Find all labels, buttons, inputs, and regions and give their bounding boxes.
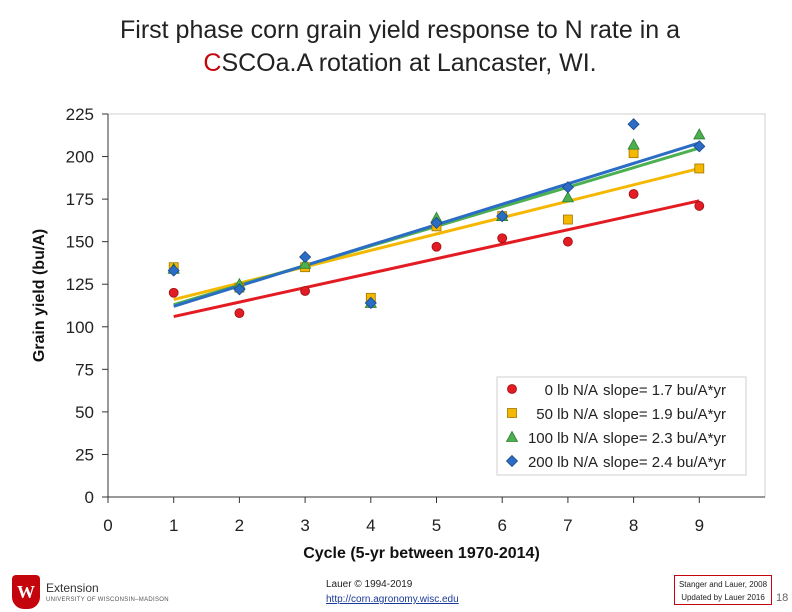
legend-slope-label: slope= 2.3 bu/A*yr xyxy=(603,430,726,447)
credit-copyright: Lauer © 1994-2019 xyxy=(326,579,413,590)
legend-series-name: 200 lb N/A xyxy=(528,454,598,471)
data-point xyxy=(563,214,573,225)
x-axis-title: Cycle (5-yr between 1970-2014) xyxy=(303,545,540,562)
logo-word: Extension xyxy=(46,581,99,595)
data-point xyxy=(627,138,640,150)
data-point xyxy=(693,140,706,153)
data-point xyxy=(300,286,311,296)
data-point xyxy=(233,283,246,296)
y-tick-label: 175 xyxy=(66,190,94,209)
data-point xyxy=(298,257,312,269)
uw-crest-icon: W xyxy=(12,575,40,609)
y-tick-label: 200 xyxy=(66,148,94,167)
citation-line-2: Updated by Lauer 2016 xyxy=(681,593,765,602)
data-point xyxy=(430,216,443,230)
data-point xyxy=(693,128,706,140)
data-point xyxy=(561,181,574,194)
x-tick-label: 7 xyxy=(563,516,572,535)
y-tick-label: 75 xyxy=(75,360,94,379)
data-point xyxy=(234,308,245,319)
y-tick-label: 225 xyxy=(66,105,94,124)
x-tick-label: 8 xyxy=(629,516,638,535)
yield-chart: 0 25 50 75 100 125 150 175 200 225 0 1 2 3 4 5 6 7 8 9 Cycle… xyxy=(31,105,766,562)
legend-slope-label: slope= 1.7 bu/A*yr xyxy=(603,382,726,399)
x-tick-label: 5 xyxy=(432,516,441,535)
website-link[interactable]: http://corn.agronomy.wisc.edu xyxy=(326,594,459,605)
title-line-2: CSCOa.A rotation at Lancaster, WI. xyxy=(40,47,760,80)
data-point xyxy=(168,287,179,298)
y-tick-label: 0 xyxy=(85,488,94,507)
y-tick-label: 25 xyxy=(75,445,94,464)
legend-box xyxy=(496,376,747,476)
x-tick-label: 4 xyxy=(366,516,375,535)
legend-slope-label: slope= 2.4 bu/A*yr xyxy=(603,454,726,471)
y-tick-label: 50 xyxy=(75,403,94,422)
logo-subtitle: UNIVERSITY OF WISCONSIN–MADISON xyxy=(46,597,169,603)
credit: Lauer © 1994-2019 http://corn.agronomy.w… xyxy=(326,577,459,607)
legend-series-name: 100 lb N/A xyxy=(528,430,598,447)
chart-title: First phase corn grain yield response to… xyxy=(40,14,760,80)
legend-marker xyxy=(507,384,517,394)
data-point xyxy=(563,236,573,247)
legend-marker xyxy=(507,408,517,418)
y-tick-label: 150 xyxy=(66,233,94,252)
data-point xyxy=(561,191,575,203)
data-point xyxy=(628,189,639,199)
x-tick-label: 3 xyxy=(300,516,309,535)
legend-slope-label: slope= 1.9 bu/A*yr xyxy=(603,406,726,423)
x-tick-label: 0 xyxy=(103,516,112,535)
data-point xyxy=(364,296,377,310)
legend-marker xyxy=(505,454,519,468)
data-point xyxy=(496,210,509,223)
legend-marker xyxy=(505,430,519,442)
extension-logo: W Extension UNIVERSITY OF WISCONSIN–MADI… xyxy=(12,575,172,611)
slide-number: 18 xyxy=(776,592,789,604)
legend-series-name: 50 lb N/A xyxy=(536,406,598,423)
y-tick-label: 100 xyxy=(66,318,94,337)
x-tick-label: 1 xyxy=(169,516,178,535)
data-point xyxy=(628,148,639,159)
data-point xyxy=(627,118,640,131)
trend-line xyxy=(173,199,700,319)
title-accent-letter: C xyxy=(203,49,222,77)
data-point xyxy=(694,163,705,174)
x-tick-label: 9 xyxy=(695,516,704,535)
data-point xyxy=(497,233,508,244)
citation-box: Stanger and Lauer, 2008 Updated by Lauer… xyxy=(674,575,772,605)
data-point xyxy=(167,264,180,277)
legend: 0 lb N/A slope= 1.7 bu/A*yr 50 lb N/A slope… xyxy=(496,376,747,476)
title-line-1: First phase corn grain yield response to… xyxy=(120,16,680,44)
citation-line-1: Stanger and Lauer, 2008 xyxy=(678,580,768,589)
legend-series-name: 0 lb N/A xyxy=(545,382,598,399)
data-point xyxy=(694,201,705,211)
x-tick-label: 6 xyxy=(497,516,506,535)
data-point xyxy=(299,250,312,264)
y-tick-label: 125 xyxy=(66,275,94,294)
title-line-2-text: SCOa.A rotation at Lancaster, WI. xyxy=(221,49,597,77)
x-tick-label: 2 xyxy=(235,516,244,535)
data-point xyxy=(431,241,442,252)
y-axis-title: Grain yield (bu/A) xyxy=(31,229,48,362)
